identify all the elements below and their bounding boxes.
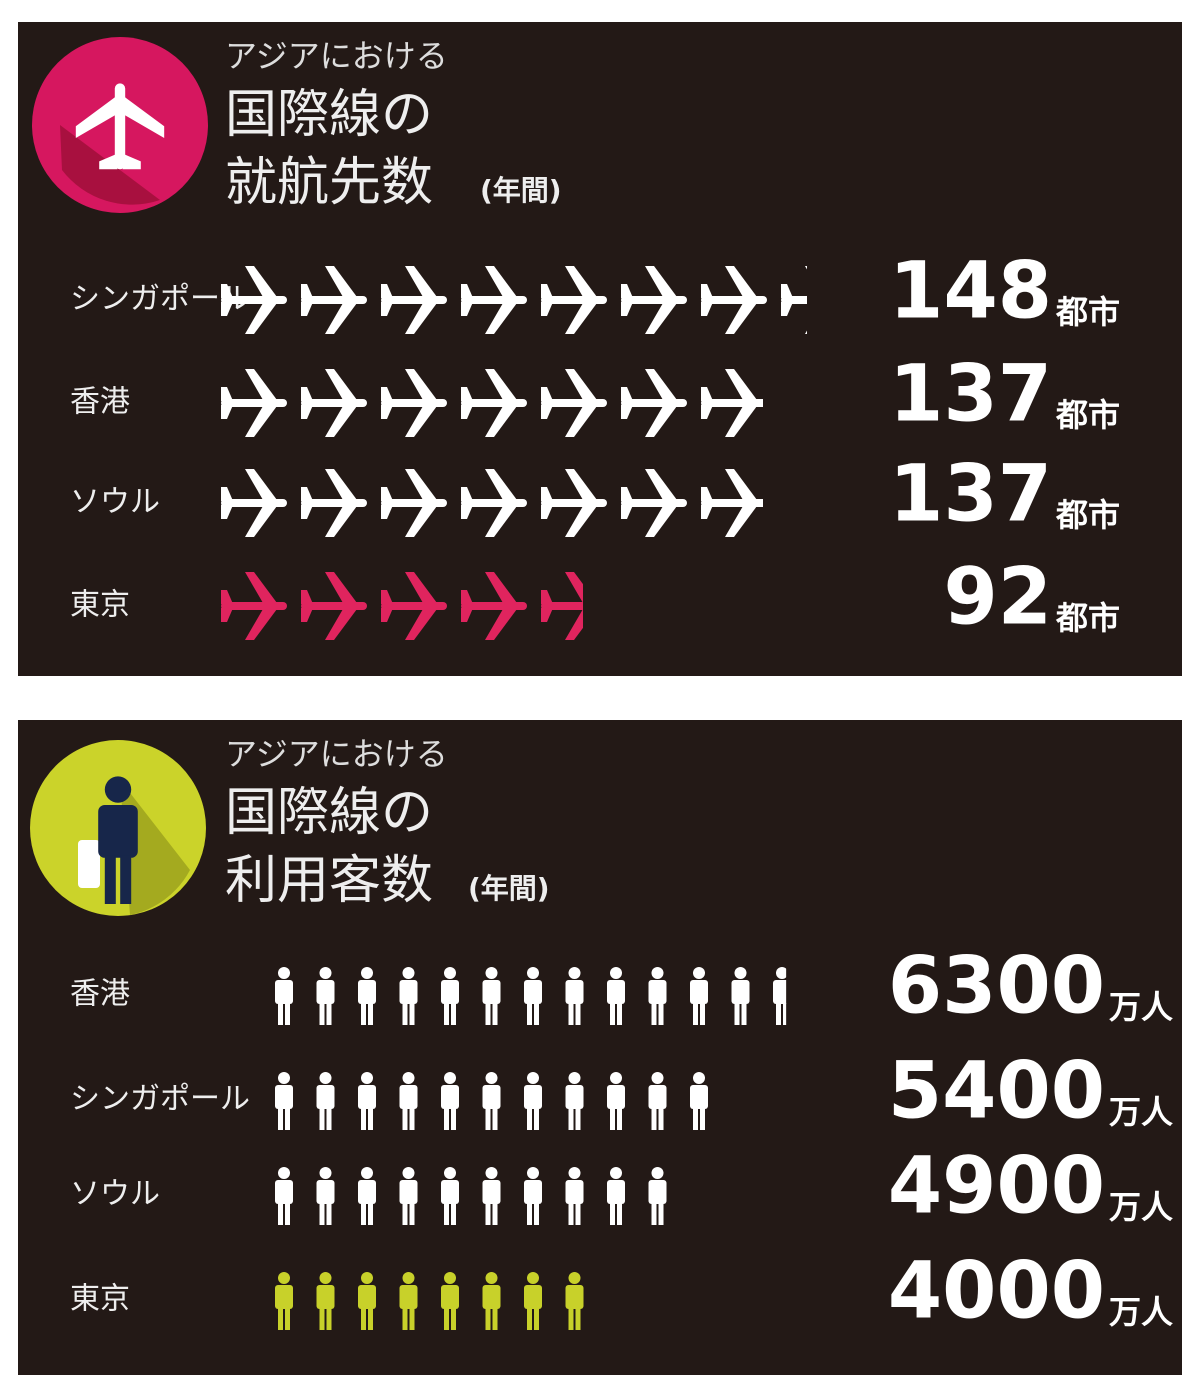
value-label: 137	[889, 349, 1052, 439]
unit: 万人	[1109, 1293, 1173, 1331]
title: 国際線の	[225, 85, 433, 145]
row-label: 東京	[70, 1282, 130, 1317]
row-label: ソウル	[70, 1177, 160, 1212]
panel	[18, 720, 1182, 1375]
note: (年間)	[468, 872, 550, 905]
row-label: 東京	[70, 588, 130, 623]
value-label: 137	[889, 449, 1052, 539]
value-label: 4000	[888, 1246, 1105, 1336]
subtitle: アジアにおける	[225, 735, 448, 773]
row-label: シンガポール	[70, 1082, 250, 1117]
value-label: 6300	[888, 941, 1105, 1031]
person-badge	[30, 740, 206, 916]
title: 国際線の	[225, 783, 433, 843]
value-label: 92	[943, 552, 1052, 642]
value-label: 4900	[888, 1141, 1105, 1231]
row-label: 香港	[70, 977, 130, 1012]
row-label: シンガポール	[70, 282, 250, 317]
note: (年間)	[480, 174, 562, 207]
unit: 都市	[1055, 496, 1120, 534]
unit: 万人	[1109, 988, 1173, 1026]
subtitle: アジアにおける	[225, 37, 448, 75]
value-label: 148	[889, 246, 1052, 336]
plane-badge	[32, 37, 208, 213]
unit: 都市	[1055, 293, 1120, 331]
unit: 万人	[1109, 1093, 1173, 1131]
row-label: ソウル	[70, 485, 160, 520]
unit: 都市	[1055, 599, 1120, 637]
title: 就航先数	[225, 153, 433, 213]
value-label: 5400	[888, 1046, 1105, 1136]
title: 利用客数	[225, 851, 433, 911]
row-label: 香港	[70, 385, 130, 420]
unit: 万人	[1109, 1188, 1173, 1226]
unit: 都市	[1055, 396, 1120, 434]
panel	[18, 22, 1182, 676]
